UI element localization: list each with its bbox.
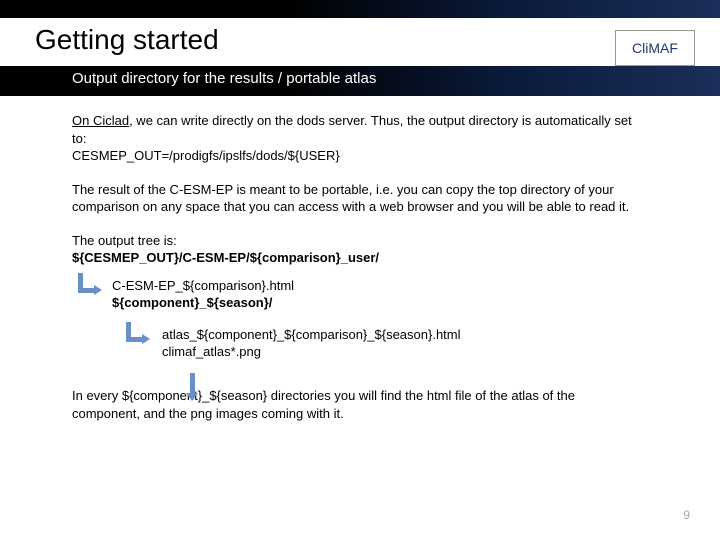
- paragraph-4: In every ${component}_${season} director…: [72, 387, 642, 422]
- tree2-line1: atlas_${component}_${comparison}_${seaso…: [162, 327, 461, 342]
- content-area: On Ciclad, we can write directly on the …: [72, 112, 642, 438]
- tree1-line2: ${component}_${season}/: [112, 295, 272, 310]
- arrow-elbow-icon: [122, 322, 140, 348]
- page-number: 9: [683, 508, 690, 522]
- p1-code: CESMEP_OUT=/prodigfs/ipslfs/dods/${USER}: [72, 148, 340, 163]
- page-subtitle: Output directory for the results / porta…: [72, 70, 376, 87]
- p1-rest: , we can write directly on the dods serv…: [72, 113, 632, 146]
- arrow-down-head-icon: [186, 393, 198, 401]
- arrow-down-icon: [186, 373, 200, 401]
- p3-line2: ${CESMEP_OUT}/C-ESM-EP/${comparison}_use…: [72, 250, 379, 265]
- paragraph-1: On Ciclad, we can write directly on the …: [72, 112, 642, 165]
- logo: CliMAF: [615, 30, 695, 66]
- tree-level-2: atlas_${component}_${comparison}_${seaso…: [162, 326, 642, 361]
- arrow-right-icon: [94, 285, 102, 295]
- logo-text: CliMAF: [632, 40, 678, 56]
- paragraph-3: The output tree is: ${CESMEP_OUT}/C-ESM-…: [72, 232, 642, 267]
- arrow-elbow-icon: [74, 273, 92, 299]
- tree1-line1: C-ESM-EP_${comparison}.html: [112, 278, 294, 293]
- p3-line1: The output tree is:: [72, 233, 177, 248]
- tree-level-1: C-ESM-EP_${comparison}.html ${component}…: [112, 277, 642, 312]
- p1-lead: On Ciclad: [72, 113, 129, 128]
- page-title: Getting started: [35, 24, 219, 56]
- paragraph-2: The result of the C-ESM-EP is meant to b…: [72, 181, 642, 216]
- tree2-line2: climaf_atlas*.png: [162, 344, 261, 359]
- arrow-right-icon: [142, 334, 150, 344]
